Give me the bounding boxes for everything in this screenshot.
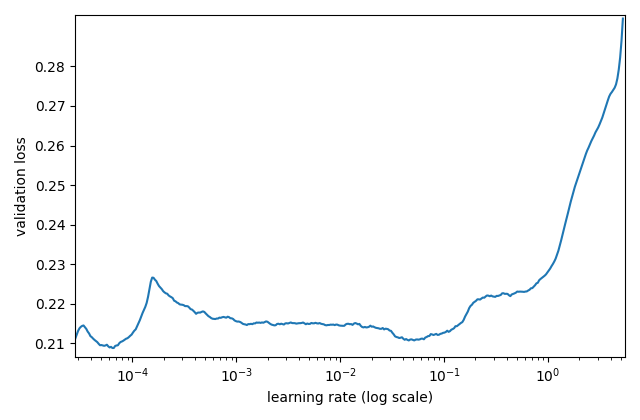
Y-axis label: validation loss: validation loss	[15, 136, 29, 236]
X-axis label: learning rate (log scale): learning rate (log scale)	[267, 391, 433, 405]
